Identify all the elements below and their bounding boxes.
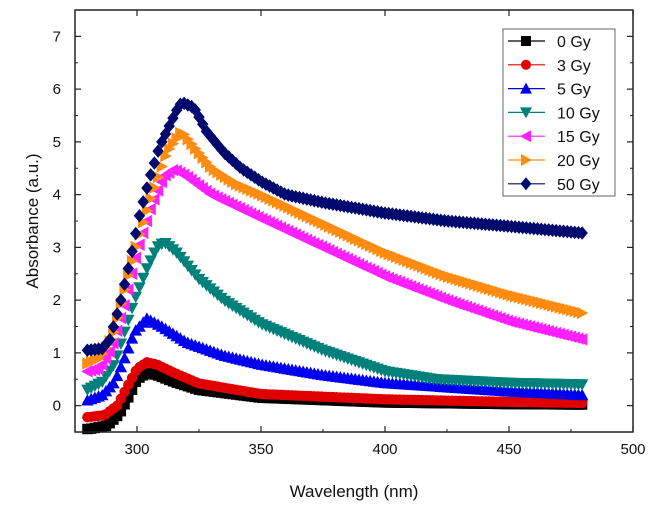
legend-item: 20 Gy	[508, 153, 600, 170]
data-point	[133, 238, 145, 251]
legend-item: 5 Gy	[508, 82, 591, 99]
data-point	[185, 99, 198, 114]
y-tick-label: 2	[53, 292, 61, 309]
x-tick-label: 400	[372, 441, 397, 458]
legend-marker	[520, 177, 532, 191]
legend-item: 15 Gy	[508, 129, 600, 146]
legend: 0 Gy 3 Gy 5 Gy 10 Gy 15 Gy 20 Gy 50 Gy	[502, 28, 616, 197]
data-point	[141, 181, 153, 195]
data-point	[107, 337, 119, 350]
y-tick-label: 4	[53, 187, 61, 204]
y-tick-label: 7	[53, 28, 61, 45]
data-point	[575, 388, 589, 401]
legend-label: 5 Gy	[557, 82, 591, 99]
x-tick-label: 450	[496, 441, 521, 458]
legend-label: 20 Gy	[557, 153, 600, 170]
data-point	[193, 110, 205, 124]
legend-marker	[520, 130, 531, 143]
data-point	[140, 263, 154, 275]
x-tick-label: 300	[124, 441, 149, 458]
legend-item: 10 Gy	[508, 105, 600, 122]
data-point	[115, 293, 127, 307]
data-point	[104, 332, 116, 347]
data-point	[133, 282, 146, 294]
series-10-gy	[81, 237, 589, 397]
data-point	[122, 261, 135, 276]
legend-marker	[521, 154, 532, 166]
legend-label: 15 Gy	[557, 129, 600, 146]
data-point	[163, 119, 175, 133]
series-15-gy	[81, 163, 588, 378]
data-point	[576, 306, 589, 320]
data-point	[111, 307, 123, 321]
data-point	[122, 342, 135, 354]
data-point	[144, 255, 157, 267]
data-point	[575, 333, 588, 346]
data-point	[118, 351, 131, 364]
data-point	[576, 397, 588, 409]
legend-marker	[521, 59, 531, 70]
legend-item: 0 Gy	[508, 34, 591, 51]
legend-label: 3 Gy	[557, 58, 591, 75]
series-50-gy	[81, 96, 588, 357]
y-tick-label: 0	[53, 398, 61, 415]
y-tick-label: 6	[53, 81, 61, 98]
y-tick-label: 1	[53, 345, 61, 362]
legend-item: 3 Gy	[508, 58, 591, 75]
data-point	[149, 181, 161, 194]
x-tick-label: 350	[248, 441, 273, 458]
data-point	[241, 165, 254, 180]
data-point	[576, 226, 588, 240]
data-point	[152, 170, 165, 184]
data-point	[575, 379, 589, 391]
data-point	[152, 144, 164, 158]
data-point	[107, 376, 120, 389]
data-point	[237, 163, 250, 177]
data-point	[107, 320, 120, 334]
series-20-gy	[82, 126, 589, 370]
data-point	[141, 204, 154, 217]
data-point	[144, 168, 157, 182]
data-point	[125, 332, 139, 344]
data-point	[96, 358, 108, 371]
data-point	[103, 345, 115, 359]
data-point	[249, 170, 261, 185]
data-point	[118, 277, 131, 292]
data-point	[156, 135, 168, 149]
legend-marker	[521, 36, 531, 46]
series-3-gy	[82, 357, 588, 423]
data-point	[114, 360, 128, 373]
data-point	[219, 146, 231, 161]
y-axis-label: Absorbance (a.u.)	[23, 153, 42, 288]
data-point	[155, 175, 167, 189]
y-tick-label: 5	[53, 134, 61, 151]
data-point	[99, 351, 112, 365]
y-tick-label: 3	[53, 239, 61, 256]
legend-marker	[520, 107, 532, 119]
legend-marker	[520, 82, 532, 94]
data-point	[148, 156, 161, 170]
data-point	[208, 133, 220, 148]
data-point	[164, 142, 176, 156]
data-series	[81, 96, 589, 435]
data-point	[137, 195, 149, 209]
series-5-gy	[81, 312, 589, 406]
data-point	[110, 369, 124, 382]
legend-label: 0 Gy	[557, 34, 591, 51]
axes: 300 350 400 450 500 0 1 2 3 4 5 6 7	[53, 9, 646, 458]
x-tick-label: 500	[620, 441, 645, 458]
data-point	[171, 132, 183, 145]
legend-item: 50 Gy	[508, 177, 600, 194]
data-point	[130, 226, 142, 241]
legend-label: 10 Gy	[557, 105, 600, 122]
data-point	[160, 149, 172, 163]
data-point	[126, 244, 138, 259]
x-axis-label: Wavelength (nm)	[290, 482, 419, 501]
legend-label: 50 Gy	[557, 177, 600, 194]
data-point	[136, 272, 150, 285]
data-point	[167, 137, 180, 150]
data-point	[133, 208, 146, 223]
